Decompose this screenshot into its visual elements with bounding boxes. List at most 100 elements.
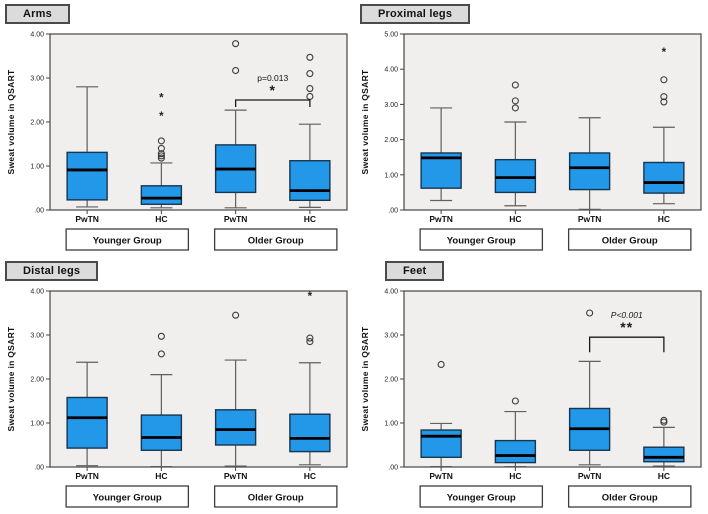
group-label: Older Group (248, 236, 304, 247)
group-label-box (419, 485, 544, 508)
outlier-point (157, 150, 165, 158)
outlier-point (157, 350, 165, 358)
group-label: Younger Group (93, 236, 162, 247)
y-tick-label: 3.00 (384, 333, 398, 340)
group-label: Older Group (602, 236, 658, 247)
extreme-point: * (308, 291, 313, 303)
outlier-point (586, 309, 594, 317)
group-label-box (567, 228, 692, 251)
x-category-label: HC (658, 214, 670, 224)
outlier-point (157, 144, 165, 152)
y-tick-label: 2.00 (384, 377, 398, 384)
y-tick-label: 4.00 (30, 289, 44, 296)
box-younger-hc (494, 158, 537, 194)
outlier-point (232, 40, 240, 48)
x-category-label: PwTN (224, 214, 248, 224)
x-category-label: HC (155, 471, 167, 481)
x-category-label: PwTN (429, 214, 453, 224)
outlier-point (660, 76, 668, 84)
box-younger-pwtn (66, 396, 108, 449)
y-tick-label: .00 (34, 208, 44, 215)
x-category-label: PwTN (578, 214, 602, 224)
panel-title-feet: Feet (385, 261, 445, 281)
y-tick-label: 4.00 (30, 32, 44, 39)
significance-pvalue: P<0.001 (611, 310, 643, 320)
x-category-label: PwTN (429, 471, 453, 481)
group-label-box (65, 228, 190, 251)
y-tick-label: 2.00 (384, 137, 398, 144)
panel-proximal-legs: Proximal legs .00 1.00 2.00 3.00 4.00 5.00 Swe… (354, 0, 708, 257)
group-label-box (419, 228, 544, 251)
boxplot-proximal-legs: .00 1.00 2.00 3.00 4.00 5.00 Sweat volume in Q… (360, 32, 702, 251)
boxplot-arms: .00 1.00 2.00 3.00 4.00 Sweat volume in QSART… (6, 32, 348, 251)
outlier-point (511, 81, 519, 89)
significance-stars: * (270, 82, 276, 98)
boxplot-distal-legs: .00 1.00 2.00 3.00 4.00 Sweat volume in QSART… (6, 289, 348, 508)
outlier-point (306, 334, 314, 342)
panel-distal-legs: Distal legs .00 1.00 2.00 3.00 4.00 Sweat vol… (0, 257, 354, 514)
significance-bracket (234, 99, 311, 107)
significance-pvalue: p=0.013 (257, 73, 288, 83)
extreme-point: * (662, 47, 667, 59)
box-younger-pwtn (66, 151, 108, 201)
outlier-point (437, 360, 445, 369)
outlier-point (511, 97, 519, 105)
outlier-point (232, 311, 240, 319)
box-younger-hc (140, 414, 183, 451)
x-category-label: HC (509, 214, 521, 224)
outlier-point (306, 53, 314, 61)
group-label-box (567, 485, 692, 508)
y-tick-label: 4.00 (384, 289, 398, 296)
x-category-label: PwTN (224, 471, 248, 481)
x-category-label: PwTN (578, 471, 602, 481)
outlier-point (660, 93, 668, 101)
outlier-point (511, 397, 519, 405)
box-younger-pwtn (420, 429, 462, 459)
y-tick-label: 5.00 (384, 32, 398, 39)
y-axis-title: Sweat volume in QSART (360, 326, 370, 432)
group-label-box (213, 228, 338, 251)
box-younger-hc (140, 185, 183, 205)
boxplot-feet: .00 1.00 2.00 3.00 4.00 Sweat volume in QSART… (360, 289, 702, 508)
y-tick-label: 3.00 (30, 76, 44, 83)
group-label-box (213, 485, 338, 508)
outlier-point (306, 85, 314, 93)
significance-stars: ** (620, 319, 633, 335)
group-label: Older Group (248, 493, 304, 504)
y-tick-label: .00 (388, 465, 398, 472)
box-older-hc (643, 161, 685, 194)
panel-title-proximal-legs: Proximal legs (360, 4, 471, 24)
y-tick-label: 4.00 (384, 67, 398, 74)
outlier-point (511, 104, 519, 112)
x-category-label: HC (304, 471, 316, 481)
group-label: Younger Group (93, 493, 162, 504)
outlier-point (157, 154, 165, 162)
outlier-point (660, 416, 668, 424)
outlier-point (157, 332, 165, 340)
significance-bracket (588, 336, 665, 353)
y-axis-title: Sweat volume in QSART (6, 326, 16, 432)
y-tick-label: 2.00 (30, 120, 44, 127)
box-older-hc (643, 446, 685, 463)
panel-title-arms: Arms (5, 4, 70, 24)
outlier-point (306, 70, 314, 78)
y-tick-label: 3.00 (30, 333, 44, 340)
x-category-label: HC (155, 214, 167, 224)
box-older-pwtn (568, 152, 611, 191)
y-tick-label: 1.00 (30, 421, 44, 428)
panel-title-distal-legs: Distal legs (5, 261, 99, 281)
panel-arms: Arms .00 1.00 2.00 3.00 4.00 Sweat volume in … (0, 0, 354, 257)
outlier-point (157, 152, 165, 160)
extreme-point: * (159, 92, 164, 104)
y-tick-label: 1.00 (384, 172, 398, 179)
y-tick-label: .00 (34, 465, 44, 472)
outlier-point (306, 338, 314, 346)
y-tick-label: 1.00 (384, 421, 398, 428)
outlier-point (232, 66, 240, 75)
y-axis-title: Sweat volume in QSART (6, 69, 16, 175)
y-tick-label: 3.00 (384, 102, 398, 109)
box-older-hc (289, 160, 331, 202)
y-tick-label: 2.00 (30, 377, 44, 384)
y-tick-label: .00 (388, 208, 398, 215)
